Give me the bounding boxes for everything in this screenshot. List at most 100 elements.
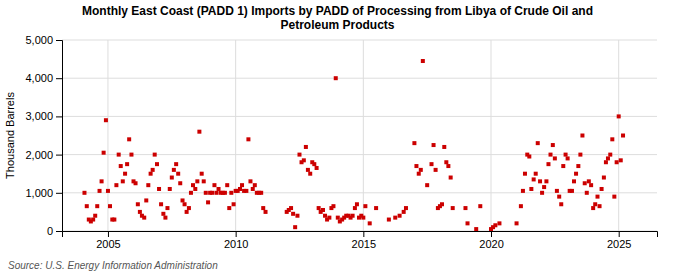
point — [200, 172, 204, 176]
tick: 2015 — [352, 231, 376, 250]
point — [85, 204, 89, 208]
title-line: Petroleum Products — [280, 18, 394, 32]
point — [478, 204, 482, 208]
point — [165, 206, 169, 210]
point — [451, 206, 455, 210]
tick-mark — [56, 193, 62, 194]
point — [155, 162, 159, 166]
tick-label: 2015 — [352, 238, 376, 250]
point — [561, 164, 565, 168]
point — [564, 153, 568, 157]
tick-mark — [56, 78, 62, 79]
point — [161, 212, 165, 216]
point — [549, 153, 553, 157]
grid-line — [62, 40, 657, 41]
point — [183, 202, 187, 206]
point — [515, 221, 519, 225]
point — [387, 218, 391, 222]
point — [312, 162, 316, 166]
point — [555, 189, 559, 193]
title-line: Monthly East Coast (PADD 1) Imports by P… — [82, 4, 593, 18]
point — [574, 172, 578, 176]
point — [538, 179, 542, 183]
point — [317, 206, 321, 210]
point — [142, 216, 146, 220]
point — [306, 168, 310, 172]
tick-label: 4,000 — [25, 72, 53, 84]
point — [587, 179, 591, 183]
point — [106, 189, 110, 193]
point — [134, 181, 138, 185]
point — [114, 183, 118, 187]
point — [159, 202, 163, 206]
point — [181, 198, 185, 202]
x-axis: 20052010201520202025 — [63, 231, 658, 250]
title: Monthly East Coast (PADD 1) Imports by P… — [82, 4, 593, 32]
point — [589, 183, 593, 187]
point — [98, 189, 102, 193]
tick-label: 0 — [47, 225, 53, 237]
point — [195, 179, 199, 183]
point — [136, 202, 140, 206]
point — [430, 162, 434, 166]
point — [583, 181, 587, 185]
point — [144, 198, 148, 202]
point — [519, 204, 523, 208]
point — [463, 206, 467, 210]
tick: 5,000 — [25, 34, 62, 46]
point — [493, 223, 497, 227]
point — [374, 206, 378, 210]
point — [398, 214, 402, 218]
point — [523, 172, 527, 176]
point — [197, 130, 201, 134]
tick-mark — [56, 231, 62, 232]
point — [336, 216, 340, 220]
point — [193, 187, 197, 191]
point — [304, 145, 308, 149]
point — [331, 204, 335, 208]
point — [223, 191, 227, 195]
point — [608, 153, 612, 157]
point — [240, 183, 244, 187]
point — [446, 164, 450, 168]
tick-mark — [56, 40, 62, 41]
tick-label: 1,000 — [25, 187, 53, 199]
point — [434, 168, 438, 172]
point — [402, 210, 406, 214]
point — [251, 187, 255, 191]
grid-line — [491, 40, 492, 231]
point — [442, 145, 446, 149]
point — [210, 191, 214, 195]
point — [540, 191, 544, 195]
point — [425, 183, 429, 187]
point — [580, 134, 584, 138]
point — [321, 208, 325, 212]
point — [112, 218, 116, 222]
axis-line — [56, 41, 63, 232]
tick-label: 2,000 — [25, 149, 53, 161]
point — [572, 179, 576, 183]
point — [532, 177, 536, 181]
point — [206, 200, 210, 204]
tick: 1,000 — [25, 187, 62, 199]
point — [174, 162, 178, 166]
point — [570, 189, 574, 193]
point — [129, 153, 133, 157]
point — [264, 210, 268, 214]
point — [202, 179, 206, 183]
point — [551, 143, 555, 147]
point — [604, 160, 608, 164]
point — [544, 179, 548, 183]
point — [172, 168, 176, 172]
tick: 2005 — [96, 231, 120, 250]
point — [108, 204, 112, 208]
point — [95, 204, 99, 208]
point — [521, 189, 525, 193]
point — [497, 221, 501, 225]
point — [559, 202, 563, 206]
point — [289, 206, 293, 210]
point — [246, 137, 250, 141]
point — [227, 206, 231, 210]
point — [138, 210, 142, 214]
point — [419, 168, 423, 172]
